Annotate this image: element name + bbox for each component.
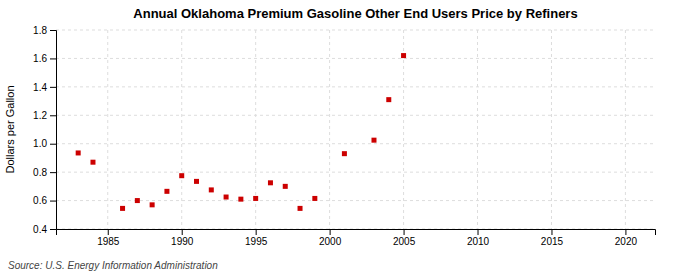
grid-line: [181, 30, 182, 229]
tick-mark: [50, 201, 56, 202]
tick-mark: [330, 229, 331, 235]
tick-label: 1990: [171, 236, 194, 247]
tick: 1.4: [33, 82, 56, 93]
point: [135, 198, 140, 203]
tick-label: 2015: [541, 236, 564, 247]
tick: 1985: [97, 229, 120, 247]
tick: 2000: [319, 229, 342, 247]
tick-mark: [50, 144, 56, 145]
grid: [56, 30, 655, 229]
point: [194, 179, 199, 184]
grid-line: [329, 30, 330, 229]
point: [90, 160, 95, 165]
grid-line: [56, 115, 655, 116]
tick-label: 0.8: [33, 167, 47, 178]
title: Annual Oklahoma Premium Gasoline Other E…: [133, 6, 577, 21]
tick: 2015: [541, 229, 564, 247]
point: [120, 206, 125, 211]
tick: 1.6: [33, 53, 56, 64]
tick: 0.6: [33, 195, 56, 206]
point: [164, 189, 169, 194]
tick-label: 1.6: [33, 53, 47, 64]
point: [283, 184, 288, 189]
annotation: Source: U.S. Energy Information Administ…: [8, 260, 218, 271]
plot: 198519901995200020052010201520200.40.60.…: [33, 25, 655, 247]
x-axis: 1985 1990 1995 2000 2005 2010 2015 2020: [57, 229, 656, 247]
tick-mark: [50, 115, 56, 116]
tick: 1990: [171, 229, 194, 247]
tick: 2020: [615, 229, 638, 247]
tick: 1.8: [33, 25, 56, 36]
tick-label: 1985: [97, 236, 120, 247]
point: [238, 197, 243, 202]
point: [268, 180, 273, 185]
tick-label: 0.4: [33, 224, 47, 235]
tick: 1.0: [33, 138, 56, 149]
tick-mark: [108, 229, 109, 235]
point: [371, 138, 376, 143]
point: [209, 187, 214, 192]
tick-label: 2020: [615, 236, 638, 247]
grid-line: [551, 30, 552, 229]
tick-mark: [404, 229, 405, 235]
tick-label: 2000: [319, 236, 342, 247]
tick-label: 1.8: [33, 25, 47, 36]
grid-line: [56, 172, 655, 173]
point: [386, 97, 391, 102]
tick-mark: [50, 30, 56, 31]
grid-line: [56, 30, 655, 31]
point: [179, 173, 184, 178]
tick-mark: [625, 229, 626, 235]
grid-line: [477, 30, 478, 229]
tick-mark: [50, 87, 56, 88]
grid-line: [56, 200, 655, 201]
tick: 1995: [245, 229, 268, 247]
tick-label: 1.0: [33, 138, 47, 149]
tick: 2010: [467, 229, 490, 247]
tick-mark: [256, 229, 257, 235]
grid-line: [107, 30, 108, 229]
tick-mark: [50, 229, 56, 230]
point: [342, 151, 347, 156]
grid-line: [403, 30, 404, 229]
y-axis-title: Dollars per Gallon: [4, 85, 16, 173]
grid-line: [625, 30, 626, 229]
grid-line: [56, 86, 655, 87]
axis-line: [50, 31, 57, 230]
tick: 1.2: [33, 110, 56, 121]
y-axis: 0.4 0.6 0.8 1.0 1.2 1.4 1.6 1.8: [33, 25, 56, 235]
tick-label: 1995: [245, 236, 268, 247]
tick-mark: [50, 172, 56, 173]
chart: 198519901995200020052010201520200.40.60.…: [0, 0, 675, 275]
point: [253, 196, 258, 201]
tick-mark: [478, 229, 479, 235]
point: [312, 196, 317, 201]
grid-line: [56, 58, 655, 59]
tick-mark: [50, 58, 56, 59]
tick-label: 1.4: [33, 82, 47, 93]
point: [224, 195, 229, 200]
point: [76, 150, 81, 155]
tick-mark: [551, 229, 552, 235]
tick-label: 2005: [393, 236, 416, 247]
points: [76, 53, 406, 211]
tick: 0.4: [33, 224, 56, 235]
grid-line: [56, 143, 655, 144]
point: [298, 206, 303, 211]
point: [150, 202, 155, 207]
tick-label: 0.6: [33, 195, 47, 206]
tick: 0.8: [33, 167, 56, 178]
axis-line: [57, 230, 656, 236]
tick-label: 2010: [467, 236, 490, 247]
tick-label: 1.2: [33, 110, 47, 121]
tick: 2005: [393, 229, 416, 247]
tick-mark: [182, 229, 183, 235]
point: [401, 53, 406, 58]
